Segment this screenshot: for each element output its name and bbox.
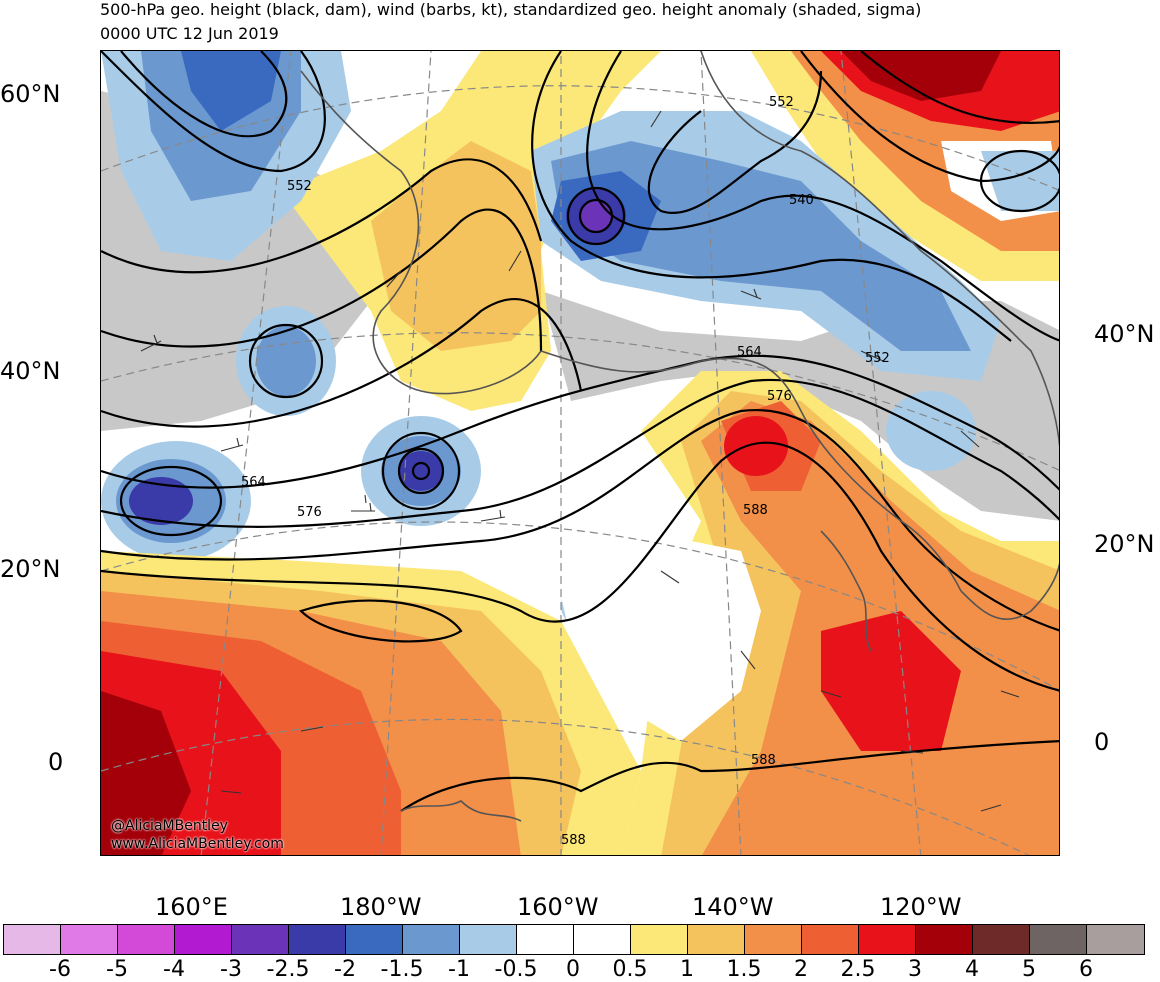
lat-label-right-20n: 20°N [1094,530,1155,558]
map-panel: 552 552 540 552 564 576 564 576 588 588 … [100,50,1060,856]
anomaly-negative-nw-dark [181,51,281,131]
colorbar-swatch [1030,925,1087,954]
anomaly-positive-se-red [821,611,961,751]
colorbar-tick-label: -2 [334,957,356,982]
colorbar-swatch [232,925,289,954]
colorbar-swatch [61,925,118,954]
analysis-map [101,51,1059,855]
colorbar-swatch [574,925,631,954]
anomaly-negative-east-low [886,391,976,471]
colorbar-tick-label: 0 [566,957,580,982]
colorbar-tick-label: -1 [448,957,470,982]
colorbar-tick-label: -0.5 [494,957,538,982]
credit-handle: @AliciaMBentley [111,818,228,834]
colorbar-tick-label: 3 [908,957,922,982]
contour-label-nw: 552 [287,179,312,194]
credit-website: www.AliciaMBentley.com [111,836,284,852]
colorbar-swatch [346,925,403,954]
contour-label-564-west: 564 [241,475,266,490]
colorbar-tick-label: -5 [106,957,128,982]
lat-label-left-20n: 20°N [0,555,61,583]
contour-label-588-sw: 588 [561,833,586,848]
contour-label-540: 540 [789,193,814,208]
colorbar-tick-label: -3 [220,957,242,982]
lon-label-160e: 160°E [155,893,228,921]
colorbar-swatch [289,925,346,954]
anomaly-positive-ridge-core [724,416,788,476]
lat-label-left-60n: 60°N [0,80,61,108]
lon-label-180w: 180°W [340,893,422,921]
colorbar-swatch [859,925,916,954]
lon-label-140w: 140°W [692,893,774,921]
anomaly-positive-ne-dark [841,51,1001,101]
anomaly-negative-west-low-mid [256,326,316,396]
contour-label-ne: 552 [769,95,794,110]
colorbar-tick-label: 2 [794,957,808,982]
contour-label-564-east: 564 [737,345,762,360]
anomaly-negative-center-low-dark [399,451,443,491]
anomaly-colorbar [3,924,1145,955]
colorbar-swatch [403,925,460,954]
colorbar-tick-label: 0.5 [612,957,648,982]
colorbar-tick-label: -6 [49,957,71,982]
colorbar-swatch [745,925,802,954]
colorbar-swatch [4,925,61,954]
wind-barbs [140,110,1020,812]
colorbar-swatch [118,925,175,954]
lon-label-120w: 120°W [880,893,962,921]
colorbar-tick-label: -1.5 [380,957,424,982]
map-valid-time: 0000 UTC 12 Jun 2019 [100,24,279,43]
contour-label-588-south: 588 [751,753,776,768]
anomaly-neutral-subtropical-pocket [551,531,761,741]
contour-label-east: 552 [865,351,890,366]
map-title: 500-hPa geo. height (black, dam), wind (… [100,0,922,19]
colorbar-swatch [631,925,688,954]
lat-label-right-0: 0 [1094,728,1110,756]
colorbar-tick-label: -4 [163,957,185,982]
lat-label-right-40n: 40°N [1094,320,1155,348]
colorbar-tick-label: -2.5 [266,957,310,982]
colorbar-swatch [973,925,1030,954]
colorbar-tick-label: 4 [965,957,979,982]
colorbar-swatch [916,925,973,954]
colorbar-tick-label: 6 [1079,957,1093,982]
colorbar-swatch [1087,925,1144,954]
colorbar-tick-label: 5 [1022,957,1036,982]
colorbar-tick-label: 1.5 [726,957,762,982]
colorbar-swatch [175,925,232,954]
lat-label-left-40n: 40°N [0,357,61,385]
anomaly-negative-sw-low-dark [129,477,193,525]
contour-label-576-west: 576 [297,505,322,520]
colorbar-swatch [802,925,859,954]
contour-label-576-east: 576 [767,389,792,404]
lat-label-left-0: 0 [48,748,64,776]
contour-label-588-ridge: 588 [743,503,768,518]
colorbar-swatch [517,925,574,954]
colorbar-tick-label: 1 [680,957,694,982]
anomaly-positive-south-dark [101,691,191,855]
colorbar-swatch [460,925,517,954]
colorbar-swatch [688,925,745,954]
colorbar-tick-label: 2.5 [840,957,876,982]
lon-label-160w: 160°W [517,893,599,921]
coastlines [300,51,1059,822]
